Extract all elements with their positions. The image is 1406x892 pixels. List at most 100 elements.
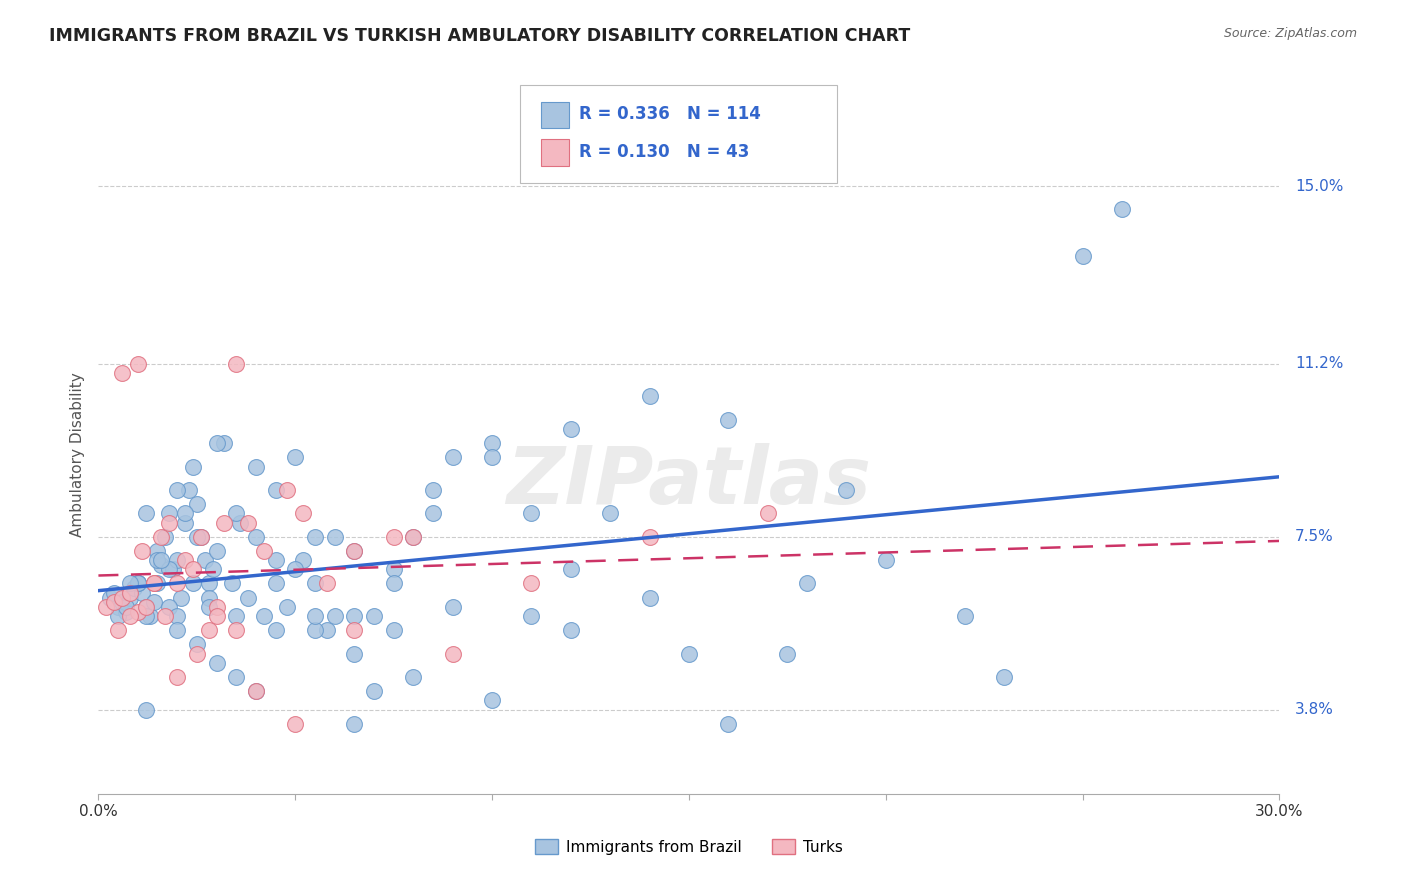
Point — [402, 670, 425, 684]
Point — [796, 576, 818, 591]
Point — [225, 609, 247, 624]
Point — [382, 624, 405, 638]
Point — [170, 591, 193, 605]
Point — [166, 624, 188, 638]
Point — [142, 576, 165, 591]
Point — [717, 413, 740, 427]
Point — [638, 389, 661, 403]
Point — [253, 543, 276, 558]
Point — [245, 684, 267, 698]
Point — [205, 599, 228, 614]
Point — [96, 599, 118, 614]
Point — [382, 576, 405, 591]
Point — [245, 459, 267, 474]
Point — [284, 450, 307, 465]
Point — [155, 609, 177, 624]
Point — [98, 591, 121, 605]
Point — [142, 576, 165, 591]
Point — [560, 422, 582, 436]
Point — [304, 624, 326, 638]
Text: R = 0.130   N = 43: R = 0.130 N = 43 — [579, 143, 749, 161]
Point — [166, 576, 188, 591]
Point — [638, 530, 661, 544]
Point — [225, 507, 247, 521]
Point — [197, 576, 219, 591]
Point — [107, 609, 129, 624]
Point — [186, 637, 208, 651]
Point — [190, 530, 212, 544]
Text: 7.5%: 7.5% — [1295, 529, 1334, 544]
Point — [127, 357, 149, 371]
Point — [229, 516, 252, 530]
Point — [107, 624, 129, 638]
Point — [127, 576, 149, 591]
Point — [481, 450, 503, 465]
Point — [115, 599, 138, 614]
Point — [264, 483, 287, 497]
Point — [304, 530, 326, 544]
Point — [135, 599, 157, 614]
Point — [138, 609, 160, 624]
Point — [382, 530, 405, 544]
Point — [103, 586, 125, 600]
Point — [150, 553, 173, 567]
Point — [107, 599, 129, 614]
Point — [245, 530, 267, 544]
Point — [993, 670, 1015, 684]
Text: ZIPatlas: ZIPatlas — [506, 443, 872, 521]
Y-axis label: Ambulatory Disability: Ambulatory Disability — [69, 373, 84, 537]
Point — [441, 599, 464, 614]
Point — [304, 576, 326, 591]
Point — [264, 624, 287, 638]
Point — [157, 599, 180, 614]
Point — [1071, 249, 1094, 263]
Point — [135, 609, 157, 624]
Point — [150, 558, 173, 572]
Point — [276, 483, 298, 497]
Point — [190, 530, 212, 544]
Point — [111, 591, 134, 605]
Point — [197, 624, 219, 638]
Point — [520, 609, 543, 624]
Point — [245, 684, 267, 698]
Point — [560, 624, 582, 638]
Point — [481, 436, 503, 450]
Point — [181, 459, 204, 474]
Point — [197, 591, 219, 605]
Point — [103, 595, 125, 609]
Point — [276, 599, 298, 614]
Point — [225, 670, 247, 684]
Point — [343, 543, 366, 558]
Text: 11.2%: 11.2% — [1295, 356, 1344, 371]
Point — [343, 543, 366, 558]
Point — [162, 562, 184, 576]
Point — [194, 553, 217, 567]
Point — [225, 357, 247, 371]
Point — [142, 595, 165, 609]
Point — [422, 483, 444, 497]
Point — [166, 483, 188, 497]
Point — [264, 553, 287, 567]
Point — [131, 543, 153, 558]
Text: IMMIGRANTS FROM BRAZIL VS TURKISH AMBULATORY DISABILITY CORRELATION CHART: IMMIGRANTS FROM BRAZIL VS TURKISH AMBULA… — [49, 27, 911, 45]
Point — [205, 436, 228, 450]
Point — [292, 507, 315, 521]
Point — [157, 507, 180, 521]
Point — [155, 530, 177, 544]
Point — [776, 647, 799, 661]
Point — [186, 497, 208, 511]
Point — [111, 366, 134, 380]
Point — [756, 507, 779, 521]
Point — [382, 562, 405, 576]
Point — [520, 576, 543, 591]
Point — [166, 670, 188, 684]
Point — [174, 553, 197, 567]
Point — [481, 693, 503, 707]
Point — [115, 605, 138, 619]
Point — [422, 507, 444, 521]
Point — [343, 647, 366, 661]
Point — [236, 516, 259, 530]
Point — [323, 609, 346, 624]
Point — [177, 483, 200, 497]
Point — [127, 576, 149, 591]
